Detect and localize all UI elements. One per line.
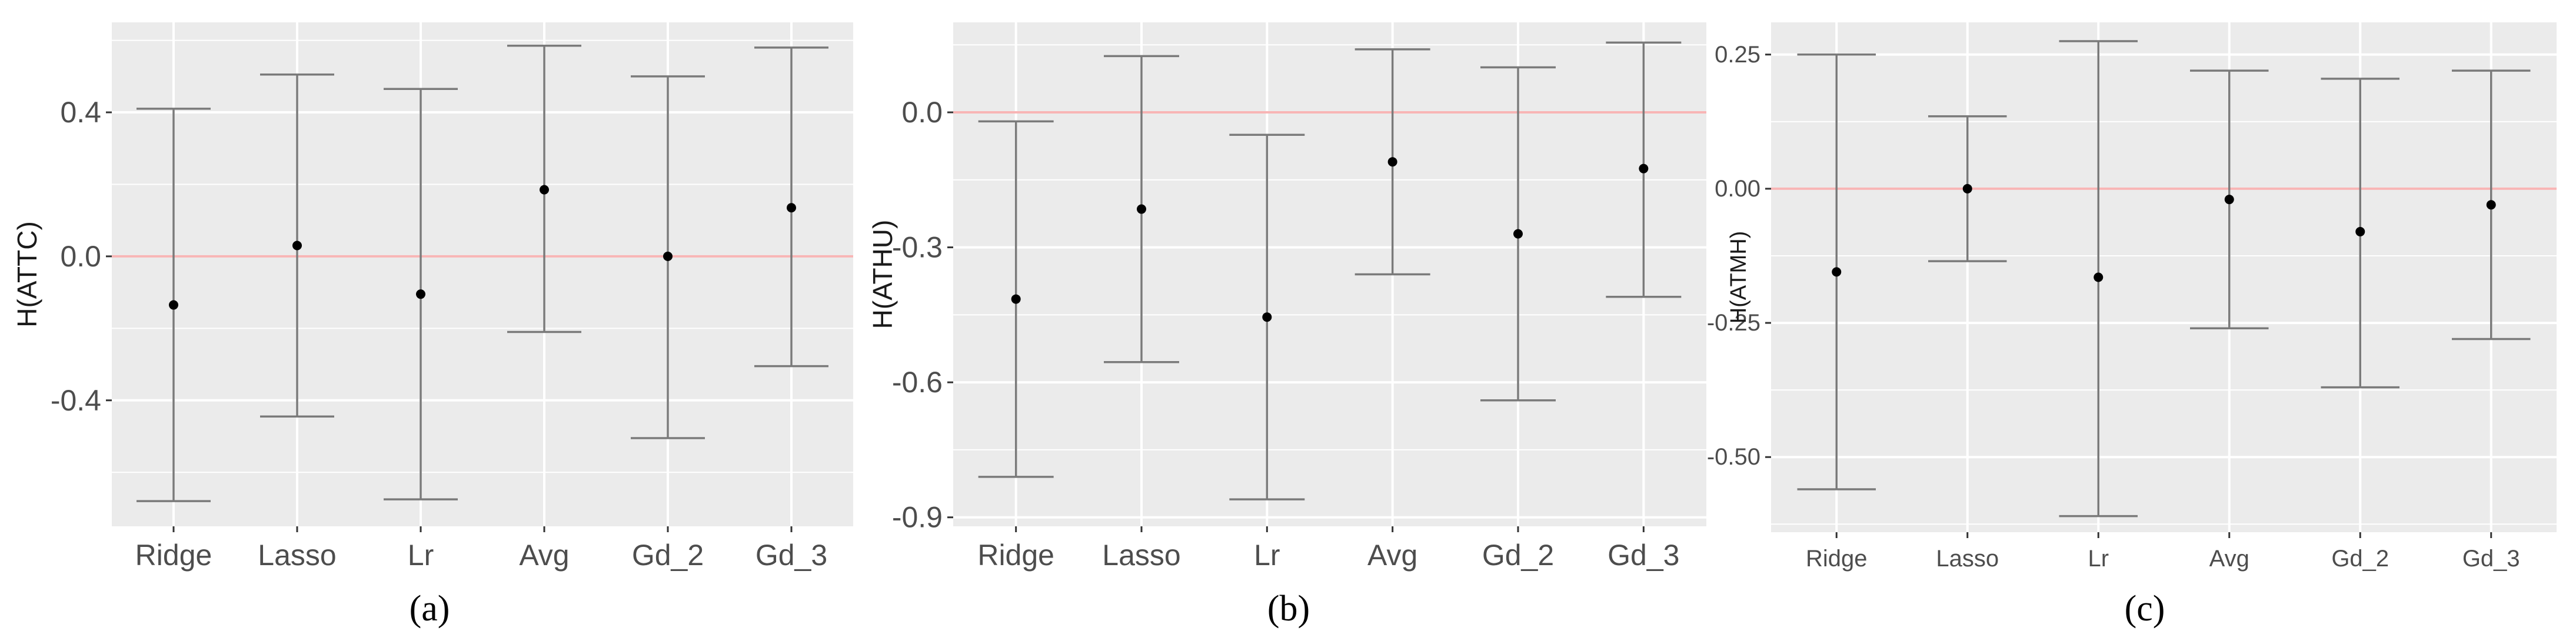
y-axis-title: H(ATHU) <box>867 220 898 329</box>
y-tick-label: -0.9 <box>892 501 943 534</box>
x-tick-label: Gd_3 <box>1607 539 1679 572</box>
point-estimate-Avg <box>1387 157 1397 167</box>
x-tick-label: Gd_2 <box>2331 546 2389 572</box>
y-tick-label: 0.0 <box>60 240 101 273</box>
point-estimate-Lasso <box>292 241 302 251</box>
y-axis-title: H(ATTC) <box>12 221 42 328</box>
panel-caption: (c) <box>2125 589 2165 629</box>
y-tick-label: -0.50 <box>1707 444 1760 470</box>
x-tick-label: Ridge <box>1806 546 1868 572</box>
x-tick-label: Gd_3 <box>2462 546 2520 572</box>
point-estimate-Ridge <box>169 300 178 310</box>
y-tick-label: -0.25 <box>1707 310 1760 336</box>
x-tick-label: Gd_3 <box>756 539 827 572</box>
panel-c: 0.25 0.00 -0.25 -0.50 Ridge Lasso Lr Avg Gd_2 Gd_… <box>1707 22 2557 629</box>
x-tick-label: Lasso <box>1102 539 1180 572</box>
x-tick-label: Ridge <box>135 539 212 572</box>
x-tick-label: Avg <box>519 539 569 572</box>
plot-background <box>112 22 853 526</box>
x-tick-label: Lasso <box>258 539 336 572</box>
x-tick-label: Gd_2 <box>632 539 704 572</box>
y-axis-title: H(ATMH) <box>1726 231 1751 324</box>
point-estimate-Avg <box>540 185 549 195</box>
y-tick-label: -0.6 <box>892 366 943 399</box>
x-tick-label: Gd_2 <box>1482 539 1554 572</box>
panel-a: 0.4 0.0 -0.4 Ridge Lasso Lr Avg Gd_2 Gd_3 H(ATTC)… <box>12 22 853 629</box>
point-estimate-Lasso <box>1962 183 1972 193</box>
point-estimate-Gd_2 <box>2355 226 2365 236</box>
panel-caption: (b) <box>1267 589 1310 629</box>
point-estimate-Ridge <box>1832 267 1842 277</box>
x-tick-label: Lr <box>1254 539 1280 572</box>
x-tick-label: Avg <box>1367 539 1417 572</box>
plot-background <box>953 22 1706 526</box>
point-estimate-Gd_3 <box>787 203 796 213</box>
y-tick-label: 0.0 <box>901 96 943 129</box>
y-tick-label: 0.4 <box>60 96 101 129</box>
point-estimate-Lasso <box>1137 204 1146 214</box>
x-tick-label: Ridge <box>977 539 1054 572</box>
panel-caption: (a) <box>410 589 450 629</box>
y-tick-label: 0.00 <box>1715 176 1760 202</box>
point-estimate-Gd_3 <box>2486 200 2496 210</box>
panel-b: 0.0 -0.3 -0.6 -0.9 Ridge Lasso Lr Avg Gd_2 Gd_3 H(… <box>867 22 1706 629</box>
y-tick-label: -0.3 <box>892 231 943 264</box>
point-estimate-Lr <box>416 289 425 299</box>
x-tick-label: Lr <box>2088 546 2109 572</box>
point-estimate-Lr <box>1262 312 1272 322</box>
point-estimate-Avg <box>2224 195 2234 205</box>
y-tick-label: -0.4 <box>51 384 101 417</box>
point-estimate-Lr <box>2094 272 2104 282</box>
point-estimate-Gd_2 <box>663 251 673 261</box>
point-estimate-Gd_3 <box>1639 163 1649 173</box>
x-tick-label: Lasso <box>1936 546 1999 572</box>
x-tick-label: Avg <box>2209 546 2249 572</box>
y-tick-label: 0.25 <box>1715 42 1760 68</box>
point-estimate-Gd_2 <box>1513 229 1523 239</box>
point-estimate-Ridge <box>1011 294 1021 304</box>
x-tick-label: Lr <box>408 539 434 572</box>
plot-background <box>1771 22 2557 532</box>
